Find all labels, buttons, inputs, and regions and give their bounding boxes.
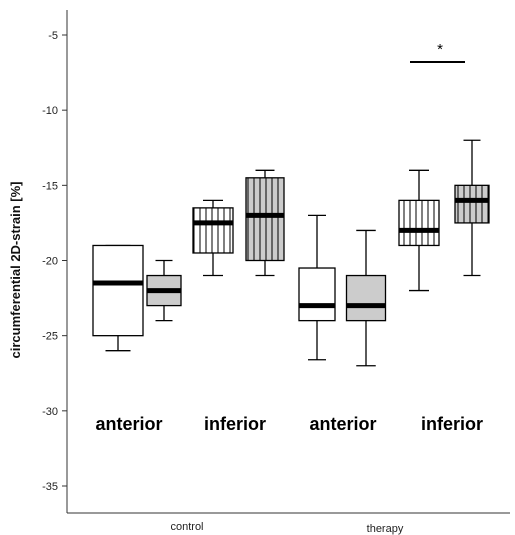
region-label-inferior-control: inferior xyxy=(204,414,266,434)
significance-marker: * xyxy=(410,41,465,63)
box-therapy-inferior-b xyxy=(454,139,490,277)
y-tick-label: -10 xyxy=(42,105,58,117)
x-axis: control therapy xyxy=(67,512,510,535)
box-iqr xyxy=(245,177,285,262)
box-control-anterior-b xyxy=(146,259,182,322)
y-tick-label: -5 xyxy=(48,30,58,42)
box-iqr xyxy=(454,184,490,224)
box-therapy-inferior-a xyxy=(398,169,440,292)
box-control-inferior-b xyxy=(245,169,285,277)
region-label-anterior-therapy: anterior xyxy=(309,414,376,434)
y-tick-label: -15 xyxy=(42,180,58,192)
box-iqr xyxy=(192,207,234,254)
box-iqr xyxy=(298,267,336,322)
y-tick-label: -20 xyxy=(42,256,58,268)
y-tick-label: -35 xyxy=(42,481,58,493)
y-axis-label: circumferential 2D-strain [%] xyxy=(8,182,23,359)
boxes-group xyxy=(92,139,490,367)
x-tick-label-therapy: therapy xyxy=(367,523,404,535)
y-axis: -5 -10 -15 -20 -25 -30 -35 xyxy=(42,10,68,513)
x-tick-label-control: control xyxy=(170,521,203,533)
y-tick-group: -5 -10 -15 -20 -25 -30 -35 xyxy=(42,30,67,493)
region-labels: anterior inferior anterior inferior xyxy=(95,414,483,434)
box-control-anterior-a xyxy=(92,244,144,352)
box-iqr xyxy=(398,199,440,247)
box-control-inferior-a xyxy=(192,199,234,277)
region-label-anterior-control: anterior xyxy=(95,414,162,434)
region-label-inferior-therapy: inferior xyxy=(421,414,483,434)
y-tick-label: -30 xyxy=(42,406,58,418)
box-therapy-anterior-b xyxy=(345,229,387,367)
significance-star: * xyxy=(437,41,443,58)
y-tick-label: -25 xyxy=(42,331,58,343)
box-iqr xyxy=(345,274,387,322)
box-therapy-anterior-a xyxy=(298,214,336,361)
box-iqr xyxy=(92,244,144,337)
